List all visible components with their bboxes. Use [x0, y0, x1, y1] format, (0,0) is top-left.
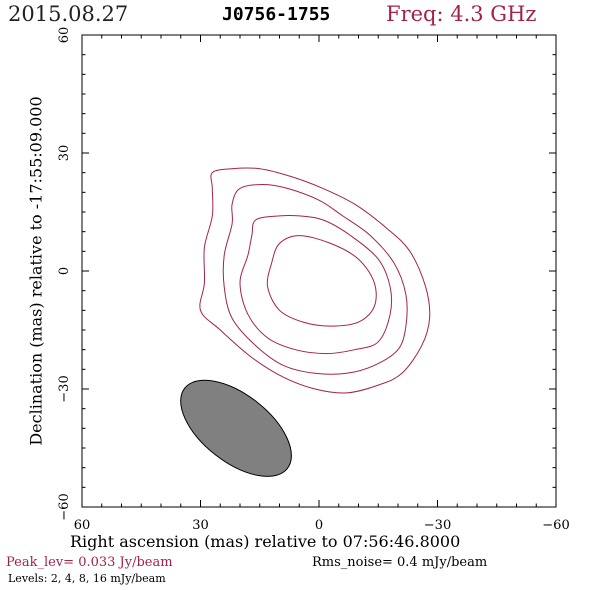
source-name: J0756-1755: [222, 4, 331, 25]
contour-8-mjy: [239, 214, 393, 355]
contour-2-mjy: [199, 167, 431, 394]
x-tick-label: 0: [315, 518, 323, 533]
contour-levels: Levels: 2, 4, 8, 16 mJy/beam: [8, 572, 166, 585]
frequency-label: Freq: 4.3 GHz: [386, 2, 537, 26]
beam-ellipse: [180, 379, 292, 477]
y-tick-label: 0: [57, 267, 72, 275]
contour-16-mjy: [266, 235, 377, 327]
tick-group: 60 30 0 −30 −60 −60 −30 0 30 60: [57, 27, 570, 533]
observation-date: 2015.08.27: [8, 2, 129, 26]
y-tick-label: −60: [57, 493, 72, 520]
beam-group: [180, 379, 292, 477]
x-tick-label: 60: [74, 518, 91, 533]
y-tick-label: 30: [57, 145, 72, 162]
x-tick-label: 30: [192, 518, 209, 533]
y-tick-label: 60: [57, 27, 72, 44]
contour-4-mjy: [222, 183, 408, 375]
contour-group: [199, 167, 431, 394]
y-tick-label: −30: [57, 375, 72, 402]
x-tick-label: −60: [542, 518, 569, 533]
y-axis-label: Declination (mas) relative to -17:55:09.…: [26, 96, 46, 446]
rms-noise: Rms_noise= 0.4 mJy/beam: [312, 555, 488, 570]
plot-frame: [81, 34, 557, 508]
peak-level: Peak_lev= 0.033 Jy/beam: [6, 555, 173, 570]
x-tick-label: −30: [424, 518, 451, 533]
x-axis-label: Right ascension (mas) relative to 07:56:…: [70, 532, 461, 551]
